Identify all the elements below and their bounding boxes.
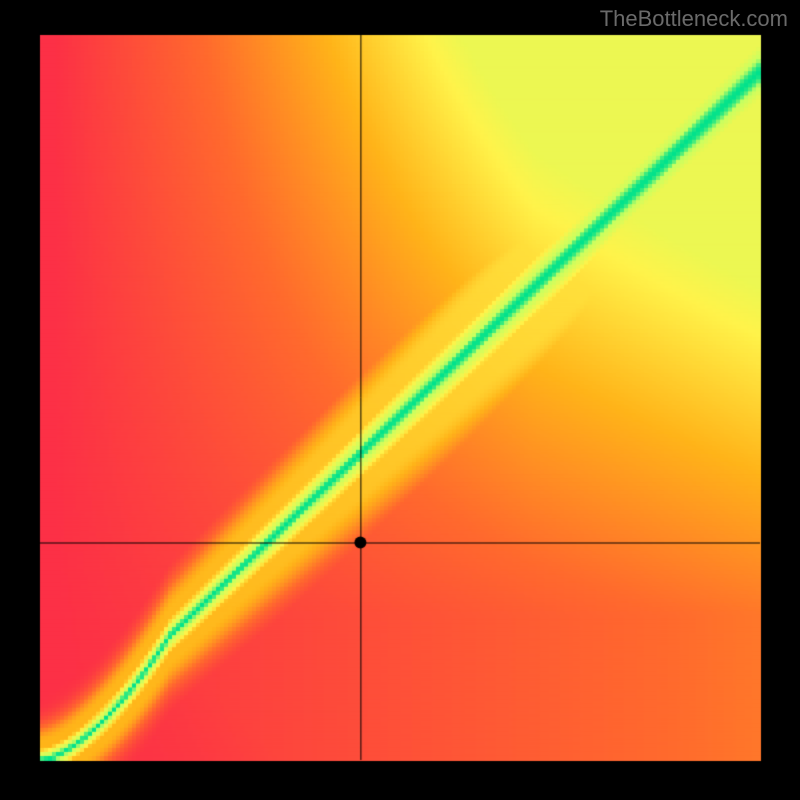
heatmap-canvas bbox=[0, 0, 800, 800]
chart-container: TheBottleneck.com bbox=[0, 0, 800, 800]
attribution-label: TheBottleneck.com bbox=[600, 6, 788, 32]
